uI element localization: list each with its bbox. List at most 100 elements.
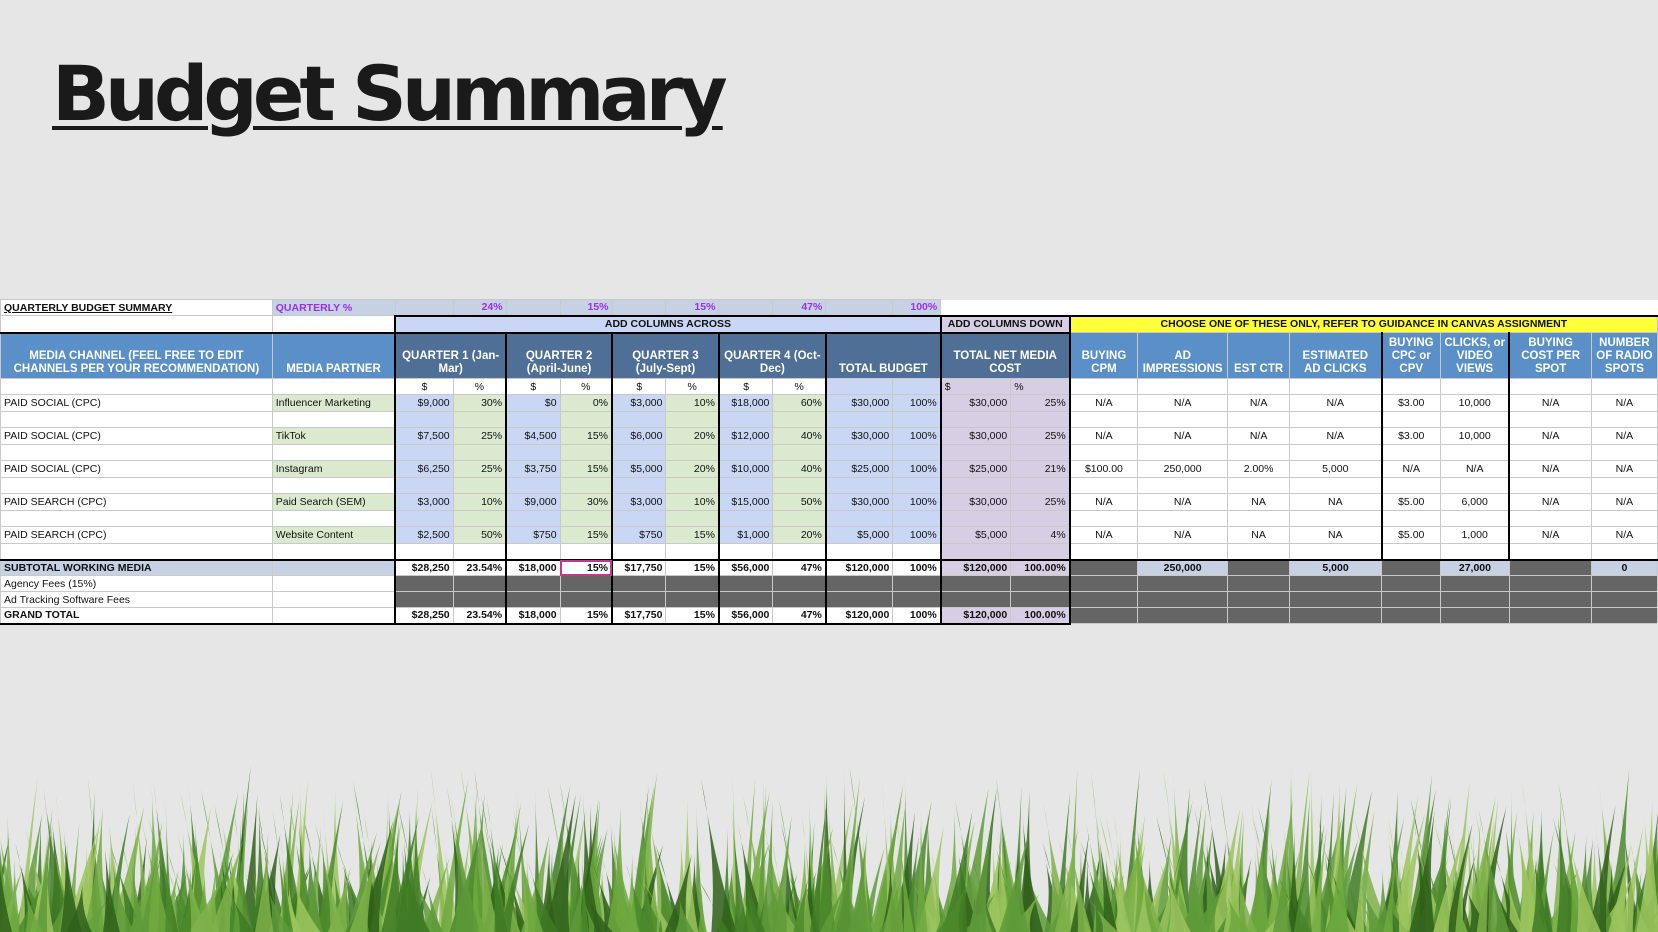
subtotal-cell[interactable]: 27,000 <box>1439 558 1510 576</box>
cell[interactable] <box>1439 411 1511 428</box>
value-cell[interactable]: $30,000 <box>940 493 1012 511</box>
cell[interactable] <box>1010 299 1070 316</box>
cell[interactable] <box>940 444 1012 461</box>
grand-total-cell[interactable]: 15% <box>665 607 720 625</box>
cell[interactable] <box>505 543 561 560</box>
cell[interactable] <box>1227 444 1291 461</box>
cell[interactable] <box>718 299 774 316</box>
header-cost-per-spot[interactable]: BUYING COST PER SPOT <box>1508 332 1592 379</box>
cell[interactable] <box>394 411 454 428</box>
percent-subheader[interactable]: % <box>665 378 720 395</box>
media-channel-cell[interactable]: PAID SOCIAL (CPC) <box>0 394 273 412</box>
value-cell[interactable]: N/A <box>1289 427 1383 445</box>
cell[interactable] <box>892 378 942 395</box>
media-channel-cell[interactable]: PAID SEARCH (CPC) <box>0 493 273 511</box>
cell[interactable] <box>1508 444 1592 461</box>
cell[interactable] <box>1381 444 1441 461</box>
cell[interactable] <box>665 477 720 494</box>
value-cell[interactable]: $12,000 <box>717 427 774 445</box>
value-cell[interactable]: $3,000 <box>394 493 454 511</box>
cell[interactable] <box>611 510 667 527</box>
subtotal-cell[interactable]: 15% <box>559 558 613 576</box>
cell[interactable] <box>1508 575 1592 592</box>
media-partner-cell[interactable]: TikTok <box>271 427 396 445</box>
cell[interactable] <box>559 510 613 527</box>
value-cell[interactable]: N/A <box>1227 427 1291 445</box>
value-cell[interactable]: $25,000 <box>824 460 894 478</box>
cell[interactable] <box>1439 543 1511 560</box>
cell[interactable] <box>824 591 894 608</box>
cell[interactable] <box>665 411 720 428</box>
cell[interactable] <box>940 510 1012 527</box>
subtotal-cell[interactable]: 5,000 <box>1289 558 1382 576</box>
value-cell[interactable]: $30,000 <box>940 394 1012 412</box>
cell[interactable] <box>452 575 507 592</box>
subtotal-cell[interactable]: 15% <box>665 558 720 576</box>
cell[interactable] <box>940 477 1012 494</box>
header-buying-cpc[interactable]: BUYING CPC or CPV <box>1381 332 1441 379</box>
cell[interactable] <box>1590 477 1658 494</box>
cell[interactable] <box>0 315 273 333</box>
value-cell[interactable]: $750 <box>611 526 667 544</box>
grand-total-cell[interactable]: $120,000 <box>940 607 1012 625</box>
cell[interactable] <box>505 477 561 494</box>
value-cell[interactable]: $6,250 <box>394 460 454 478</box>
cell[interactable] <box>772 444 827 461</box>
cell[interactable] <box>505 444 561 461</box>
value-cell[interactable]: 4% <box>1010 526 1071 544</box>
percent-subheader[interactable]: % <box>559 378 613 395</box>
cell[interactable] <box>1381 477 1441 494</box>
value-cell[interactable]: 100% <box>892 460 942 478</box>
quarterly-pct-total[interactable]: 100% <box>892 299 942 316</box>
value-cell[interactable]: 10% <box>665 394 720 412</box>
cell[interactable] <box>892 543 942 560</box>
cell[interactable] <box>1439 510 1511 527</box>
cell[interactable] <box>271 378 396 395</box>
value-cell[interactable]: 1,000 <box>1439 526 1511 544</box>
cell[interactable] <box>892 510 942 527</box>
dollar-subheader[interactable]: $ <box>394 378 454 395</box>
cell[interactable] <box>1381 299 1441 316</box>
cell[interactable] <box>271 510 396 527</box>
value-cell[interactable]: N/A <box>1590 427 1658 445</box>
subtotal-cell[interactable]: 0 <box>1590 558 1658 576</box>
value-cell[interactable]: $3.00 <box>1381 394 1441 412</box>
subtotal-cell[interactable]: $120,000 <box>940 558 1012 576</box>
cell[interactable] <box>1137 510 1229 527</box>
value-cell[interactable]: 25% <box>1010 427 1071 445</box>
cell[interactable] <box>0 411 273 428</box>
value-cell[interactable]: 30% <box>559 493 613 511</box>
value-cell[interactable]: N/A <box>1137 394 1229 412</box>
value-cell[interactable]: N/A <box>1227 394 1291 412</box>
subtotal-cell[interactable]: 47% <box>772 558 827 576</box>
cell[interactable] <box>824 378 894 395</box>
media-channel-cell[interactable]: PAID SOCIAL (CPC) <box>0 460 273 478</box>
dollar-subheader[interactable]: $ <box>505 378 561 395</box>
cell[interactable] <box>940 591 1012 608</box>
cell[interactable] <box>772 591 827 608</box>
cell[interactable] <box>0 510 273 527</box>
value-cell[interactable]: N/A <box>1590 460 1658 478</box>
grand-total-cell[interactable]: $17,750 <box>611 607 667 625</box>
value-cell[interactable]: 50% <box>452 526 507 544</box>
cell[interactable] <box>1289 477 1383 494</box>
cell[interactable] <box>1069 543 1139 560</box>
cell[interactable] <box>611 444 667 461</box>
cell[interactable] <box>0 543 273 560</box>
dollar-subheader[interactable]: $ <box>940 378 1012 395</box>
header-estimated-clicks[interactable]: ESTIMATED AD CLICKS <box>1289 332 1383 379</box>
cell[interactable] <box>1289 543 1383 560</box>
cell[interactable] <box>1069 477 1139 494</box>
cell[interactable] <box>271 558 396 576</box>
value-cell[interactable]: $30,000 <box>940 427 1012 445</box>
cell[interactable] <box>1590 591 1658 608</box>
cell[interactable] <box>717 543 774 560</box>
value-cell[interactable]: N/A <box>1590 493 1658 511</box>
header-total-budget[interactable]: TOTAL BUDGET <box>824 331 942 379</box>
cell[interactable] <box>717 575 774 592</box>
quarterly-pct-q4[interactable]: 47% <box>772 299 827 316</box>
cell[interactable] <box>1289 444 1383 461</box>
value-cell[interactable]: 20% <box>772 526 827 544</box>
value-cell[interactable]: N/A <box>1069 526 1139 544</box>
subtotal-cell[interactable]: $17,750 <box>611 558 667 576</box>
